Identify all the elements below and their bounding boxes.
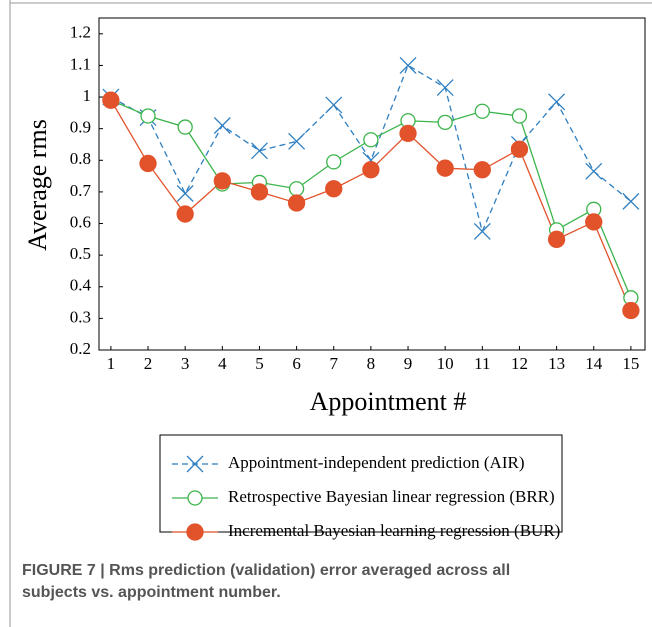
cross-stroke [473, 222, 491, 240]
open-marker [187, 490, 203, 506]
cross-stroke [622, 192, 640, 210]
cross-marker [288, 132, 306, 150]
open-marker [437, 114, 453, 130]
x-tick-label: 4 [218, 354, 227, 373]
x-tick-label: 3 [181, 354, 190, 373]
legend-label: Retrospective Bayesian linear regression… [228, 487, 555, 506]
x-tick-label: 12 [511, 354, 528, 373]
cross-marker [325, 96, 343, 114]
open-marker [140, 108, 156, 124]
cross-marker [585, 162, 603, 180]
y-tick-label: 0.8 [70, 149, 91, 168]
x-tick-label: 8 [367, 354, 376, 373]
cross-stroke [186, 455, 204, 473]
cross-marker [250, 142, 268, 160]
y-axis-label: Average rms [23, 119, 52, 251]
cross-stroke [325, 96, 343, 114]
filled-marker [473, 161, 491, 179]
y-tick-label: 0.6 [70, 212, 91, 231]
y-tick-label: 1.1 [70, 54, 91, 73]
cross-marker [176, 185, 194, 202]
open-marker [288, 181, 305, 197]
caption: FIGURE 7 | Rms prediction (validation) e… [22, 562, 511, 601]
x-tick-label: 6 [292, 354, 301, 373]
filled-marker [399, 124, 417, 143]
x-tick-label: 15 [622, 354, 639, 373]
filled-marker [547, 230, 566, 248]
filled-marker [139, 154, 157, 173]
legend-box [159, 434, 563, 533]
filled-marker [622, 301, 640, 320]
x-tick-label: 9 [404, 354, 413, 373]
y-tick-label: 0.5 [70, 244, 91, 263]
x-tick-label: 2 [144, 354, 153, 373]
x-tick-label: 14 [585, 354, 603, 373]
legend-label: Appointment-independent prediction (AIR) [228, 453, 524, 472]
cross-stroke [250, 142, 268, 160]
cross-stroke [436, 79, 454, 97]
cross-stroke [585, 162, 603, 180]
cross-marker [622, 192, 640, 210]
x-tick-label: 10 [437, 354, 454, 373]
x-tick-label: 7 [329, 354, 338, 373]
filled-marker [287, 194, 306, 212]
cross-marker [473, 222, 491, 240]
y-tick-label: 1 [83, 86, 92, 105]
x-axis-label: Appointment # [310, 387, 467, 416]
cross-stroke [288, 132, 306, 150]
legend-label: Incremental Bayesian learning regression… [228, 521, 560, 540]
cross-stroke [176, 185, 194, 202]
filled-marker [250, 183, 269, 201]
x-tick-label: 5 [255, 354, 264, 373]
filled-marker [186, 523, 204, 541]
filled-marker [176, 205, 194, 223]
open-marker [177, 119, 193, 135]
open-marker [363, 132, 379, 148]
y-tick-label: 0.7 [70, 181, 92, 200]
plot-frame [98, 17, 646, 351]
filled-marker [510, 140, 529, 158]
cross-marker [213, 117, 231, 134]
filled-marker [213, 172, 231, 190]
filled-marker [102, 91, 120, 109]
series-line [110, 64, 632, 234]
y-tick-label: 0.4 [70, 276, 92, 295]
x-tick-label: 11 [474, 354, 490, 373]
filled-marker [436, 159, 454, 177]
open-marker [511, 108, 528, 124]
filled-marker [585, 213, 603, 231]
filled-marker [362, 161, 380, 179]
cross-marker [399, 56, 417, 74]
y-tick-label: 0.2 [70, 339, 91, 358]
filled-marker [325, 180, 343, 198]
cross-stroke [213, 117, 231, 134]
cross-marker [548, 93, 566, 111]
y-tick-label: 0.3 [70, 307, 91, 326]
cross-stroke [399, 56, 417, 74]
cross-marker [186, 455, 204, 473]
x-tick-label: 1 [107, 354, 116, 373]
y-tick-label: 1.2 [70, 23, 91, 42]
open-marker [474, 103, 490, 119]
cross-stroke [548, 93, 566, 111]
open-marker [326, 154, 342, 170]
cross-marker [436, 79, 454, 97]
y-tick-label: 0.9 [70, 118, 91, 137]
x-tick-label: 13 [548, 354, 565, 373]
